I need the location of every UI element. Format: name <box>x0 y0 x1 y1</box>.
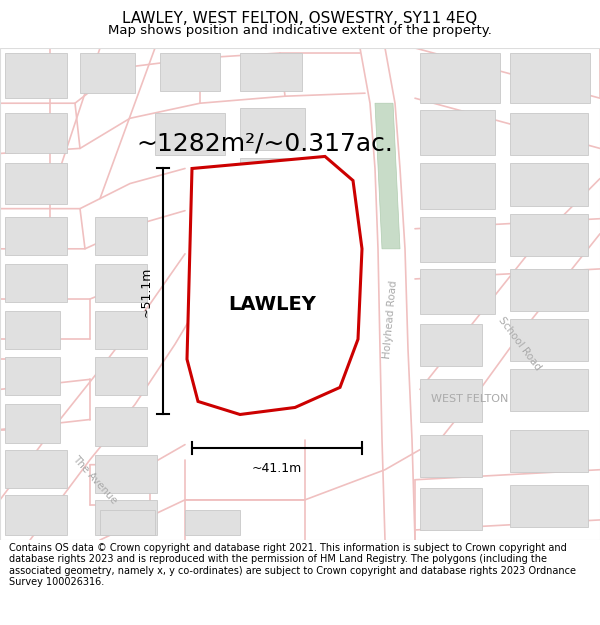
Bar <box>510 164 588 206</box>
Bar <box>420 488 482 530</box>
Text: Map shows position and indicative extent of the property.: Map shows position and indicative extent… <box>108 24 492 38</box>
Text: LAWLEY, WEST FELTON, OSWESTRY, SY11 4EQ: LAWLEY, WEST FELTON, OSWESTRY, SY11 4EQ <box>122 11 478 26</box>
Bar <box>420 379 482 421</box>
Bar <box>240 53 302 91</box>
Bar <box>160 53 220 91</box>
Bar <box>5 495 67 535</box>
Bar <box>510 269 588 311</box>
Bar <box>95 264 147 302</box>
Bar <box>5 113 67 153</box>
Bar <box>420 434 482 477</box>
Bar <box>80 53 135 93</box>
Bar <box>95 217 147 255</box>
Bar <box>5 357 60 396</box>
Bar <box>510 214 588 256</box>
Text: WEST FELTON: WEST FELTON <box>431 394 509 404</box>
Bar <box>240 108 305 151</box>
Bar <box>510 53 590 103</box>
Bar <box>5 264 67 302</box>
Text: LAWLEY: LAWLEY <box>228 294 316 314</box>
Bar <box>420 53 500 103</box>
Text: The Avenue: The Avenue <box>71 454 119 506</box>
Text: Contains OS data © Crown copyright and database right 2021. This information is : Contains OS data © Crown copyright and d… <box>9 542 576 588</box>
Bar <box>240 159 292 194</box>
Bar <box>5 164 67 204</box>
Bar <box>95 357 147 396</box>
Bar <box>510 369 588 411</box>
Text: School Road: School Road <box>497 316 543 372</box>
Bar <box>95 311 147 349</box>
Bar <box>420 110 495 156</box>
Bar <box>5 449 67 488</box>
Bar <box>420 217 495 262</box>
Bar <box>420 269 495 314</box>
Bar <box>155 113 225 156</box>
Bar <box>95 500 157 535</box>
Bar <box>95 454 157 493</box>
Bar <box>95 408 147 446</box>
Text: ~41.1m: ~41.1m <box>252 462 302 474</box>
Bar <box>5 404 60 442</box>
Text: ~51.1m: ~51.1m <box>140 266 153 317</box>
Text: ~1282m²/~0.317ac.: ~1282m²/~0.317ac. <box>137 131 394 156</box>
Polygon shape <box>187 156 362 414</box>
Bar <box>5 217 67 255</box>
Text: Holyhead Road: Holyhead Road <box>382 279 398 359</box>
Bar <box>420 164 495 209</box>
Bar <box>510 319 588 361</box>
Bar <box>5 53 67 98</box>
Bar <box>5 311 60 349</box>
Polygon shape <box>375 103 400 249</box>
Bar <box>420 324 482 366</box>
Bar <box>510 113 588 156</box>
Bar <box>185 510 240 535</box>
Bar <box>510 485 588 527</box>
Bar <box>510 429 588 472</box>
Bar <box>100 510 155 535</box>
